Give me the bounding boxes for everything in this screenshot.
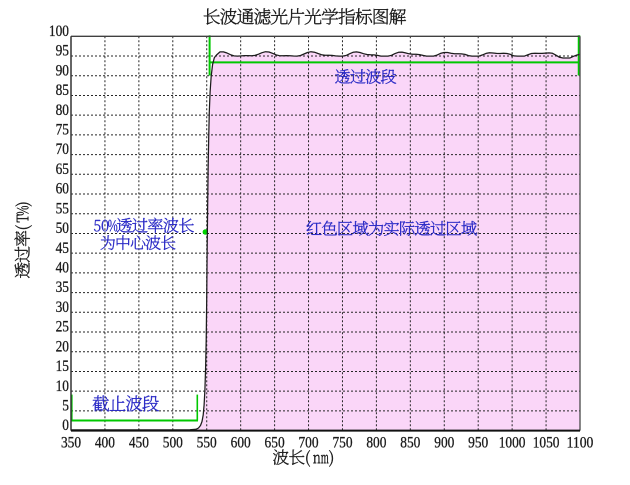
svg-text:80: 80 xyxy=(56,102,70,119)
svg-text:850: 850 xyxy=(400,435,420,452)
svg-text:20: 20 xyxy=(56,338,70,355)
svg-text:1050: 1050 xyxy=(533,435,560,452)
svg-text:75: 75 xyxy=(56,122,70,139)
svg-text:950: 950 xyxy=(468,435,488,452)
svg-text:50: 50 xyxy=(56,220,70,237)
svg-text:15: 15 xyxy=(56,358,70,375)
svg-text:65: 65 xyxy=(56,161,70,178)
svg-text:10: 10 xyxy=(56,378,70,395)
svg-text:500: 500 xyxy=(163,435,183,452)
svg-text:60: 60 xyxy=(56,181,70,198)
svg-text:550: 550 xyxy=(197,435,217,452)
svg-text:55: 55 xyxy=(56,200,70,217)
svg-text:30: 30 xyxy=(56,299,70,316)
svg-text:1100: 1100 xyxy=(567,435,594,452)
svg-text:90: 90 xyxy=(56,62,70,79)
svg-text:800: 800 xyxy=(366,435,386,452)
svg-text:70: 70 xyxy=(56,141,70,158)
svg-text:750: 750 xyxy=(332,435,352,452)
svg-text:40: 40 xyxy=(56,260,70,277)
svg-text:5: 5 xyxy=(62,398,69,415)
svg-text:650: 650 xyxy=(265,435,285,452)
svg-text:350: 350 xyxy=(61,435,81,452)
svg-text:95: 95 xyxy=(56,43,70,60)
svg-text:45: 45 xyxy=(56,240,70,257)
svg-text:1000: 1000 xyxy=(499,435,526,452)
svg-text:25: 25 xyxy=(56,319,70,336)
svg-text:400: 400 xyxy=(95,435,115,452)
svg-text:0: 0 xyxy=(62,417,69,434)
svg-text:900: 900 xyxy=(434,435,454,452)
svg-text:85: 85 xyxy=(56,82,70,99)
svg-text:450: 450 xyxy=(129,435,149,452)
svg-text:600: 600 xyxy=(231,435,251,452)
svg-text:100: 100 xyxy=(49,23,69,40)
svg-text:35: 35 xyxy=(56,279,70,296)
svg-text:700: 700 xyxy=(298,435,318,452)
